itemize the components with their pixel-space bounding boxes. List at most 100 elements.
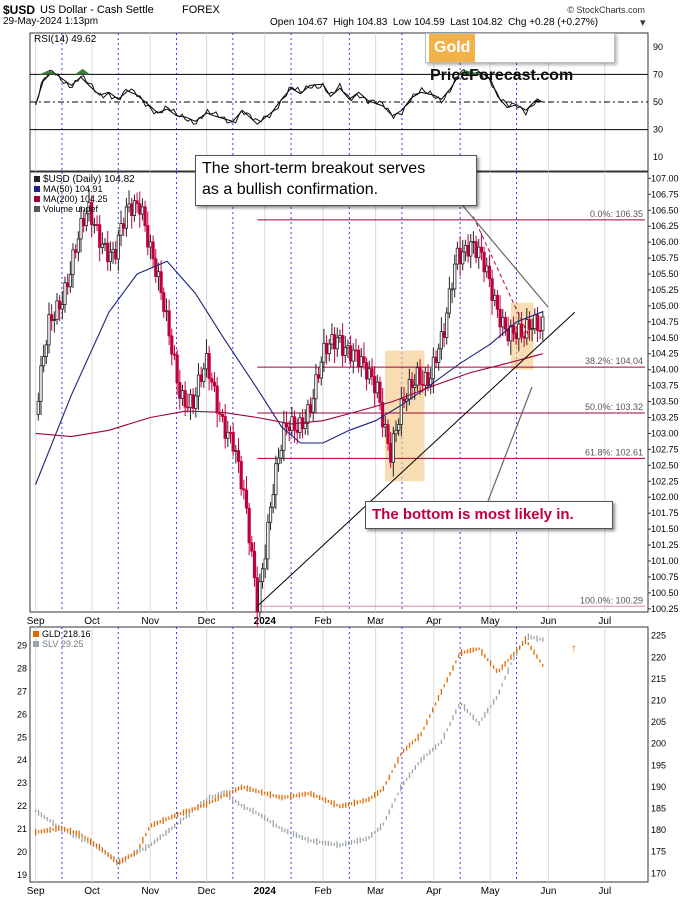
price-candle-body: [407, 379, 411, 400]
price-candle-body: [95, 224, 99, 227]
y-tick-label: 106.25: [651, 221, 679, 231]
exchange-label: FOREX: [182, 4, 220, 16]
price-candle-body: [260, 568, 265, 583]
price-candle-body: [215, 385, 219, 414]
price-candle-body: [381, 402, 385, 428]
y-tick-label: 106.00: [651, 237, 679, 247]
price-candle-body: [362, 356, 366, 364]
y-left-tick: 21: [17, 824, 27, 834]
settings-icon[interactable]: ▾: [640, 17, 646, 29]
price-candle-body: [418, 367, 422, 385]
low-value: 104.59: [414, 17, 445, 28]
price-candle-body: [351, 349, 355, 362]
price-candle-body: [106, 242, 110, 263]
price-candle-body: [493, 294, 497, 301]
price-candle-body: [124, 206, 128, 229]
price-candle-body: [135, 200, 139, 205]
y-right-tick: 195: [651, 760, 666, 770]
price-candle-body: [76, 238, 80, 253]
x-tick-label: Jul: [598, 616, 611, 627]
chg-label: Chg: [508, 17, 527, 28]
symbol-label: $USD: [3, 3, 36, 17]
price-candle-body: [533, 314, 537, 330]
price-candle-body: [474, 241, 478, 259]
x-tick-label: May: [481, 886, 500, 897]
rsi-y-tick: 50: [653, 97, 663, 107]
rsi-y-tick: 10: [653, 152, 663, 162]
panel-frame: [29, 171, 649, 613]
price-candle-body: [477, 246, 481, 259]
fib-level-label: 61.8%: 102.61: [585, 447, 643, 457]
chg-value: +0.28 (+0.27%): [529, 17, 599, 28]
price-candle-body: [399, 398, 403, 426]
price-candle-body: [453, 263, 457, 290]
price-candle-body: [410, 379, 414, 389]
x-tick-label: Nov: [141, 886, 159, 897]
price-candle-body: [202, 368, 206, 382]
price-candle-body: [130, 203, 134, 216]
y-right-tick: 185: [651, 804, 666, 814]
price-candle-body: [522, 336, 526, 339]
price-candle-body: [319, 361, 323, 379]
y-right-tick: 175: [651, 847, 666, 857]
fib-level-label: 50.0%: 103.32: [585, 402, 643, 412]
price-candle-body: [498, 308, 502, 328]
price-candle-body: [426, 372, 430, 387]
y-tick-label: 101.50: [651, 524, 679, 534]
x-tick-label: Dec: [198, 886, 216, 897]
price-candle-body: [263, 558, 267, 570]
x-tick-label: Dec: [198, 616, 216, 627]
open-label: Open: [270, 17, 295, 28]
price-candle-body: [50, 314, 54, 321]
price-candle-body: [274, 463, 278, 496]
price-candle-body: [439, 331, 443, 350]
x-tick-label: Nov: [141, 616, 159, 627]
y-right-tick: 220: [651, 652, 666, 662]
x-tick-label: 2024: [254, 886, 277, 897]
price-candle-body: [402, 398, 406, 402]
price-candle-body: [66, 282, 70, 288]
rsi-overbought-fill: [39, 70, 57, 75]
price-candle-body: [386, 424, 390, 444]
price-candle-body: [196, 374, 201, 397]
x-tick-label: Jun: [540, 886, 556, 897]
price-candle-body: [156, 271, 161, 277]
logo-gold: Gold: [429, 34, 476, 62]
gld-marker-arrow: ↑: [571, 641, 577, 655]
y-right-tick: 225: [651, 631, 666, 641]
y-left-tick: 23: [17, 778, 27, 788]
price-candle-body: [538, 330, 542, 332]
y-tick-label: 103.75: [651, 381, 679, 391]
price-candle-body: [138, 203, 142, 215]
price-candle-body: [140, 206, 145, 215]
y-left-tick: 22: [17, 801, 27, 811]
price-candle-body: [223, 416, 227, 439]
price-candle-body: [338, 335, 342, 339]
price-candle-body: [535, 314, 540, 331]
metals-panel: Sep Oct Nov Dec 2024 Feb Mar Apr May Jun Jul 19 20 21…: [17, 626, 666, 897]
price-candle-body: [68, 274, 72, 288]
price-candle-body: [271, 494, 275, 508]
price-candle-body: [188, 394, 193, 408]
ma200-line: [35, 353, 543, 438]
price-candle-body: [74, 249, 78, 253]
price-candle-body: [346, 345, 350, 349]
panel-frame: [29, 626, 649, 883]
price-candle-body: [90, 201, 94, 226]
price-candle-body: [180, 390, 185, 399]
dashed-downtrend: [472, 216, 531, 339]
price-candle-body: [164, 310, 169, 313]
legend-entry: Volume undef: [43, 204, 99, 214]
price-candle-body: [437, 348, 441, 364]
legend-swatch: [34, 176, 40, 182]
price-candle-body: [98, 224, 102, 248]
price-candle-body: [151, 241, 155, 260]
price-candle-body: [365, 362, 369, 380]
price-candle-body: [226, 431, 230, 439]
price-candle-body: [295, 429, 299, 433]
y-left-tick: 29: [17, 640, 27, 650]
open-value: 104.67: [297, 17, 328, 28]
y-right-tick: 210: [651, 695, 666, 705]
price-candle-body: [39, 365, 43, 402]
